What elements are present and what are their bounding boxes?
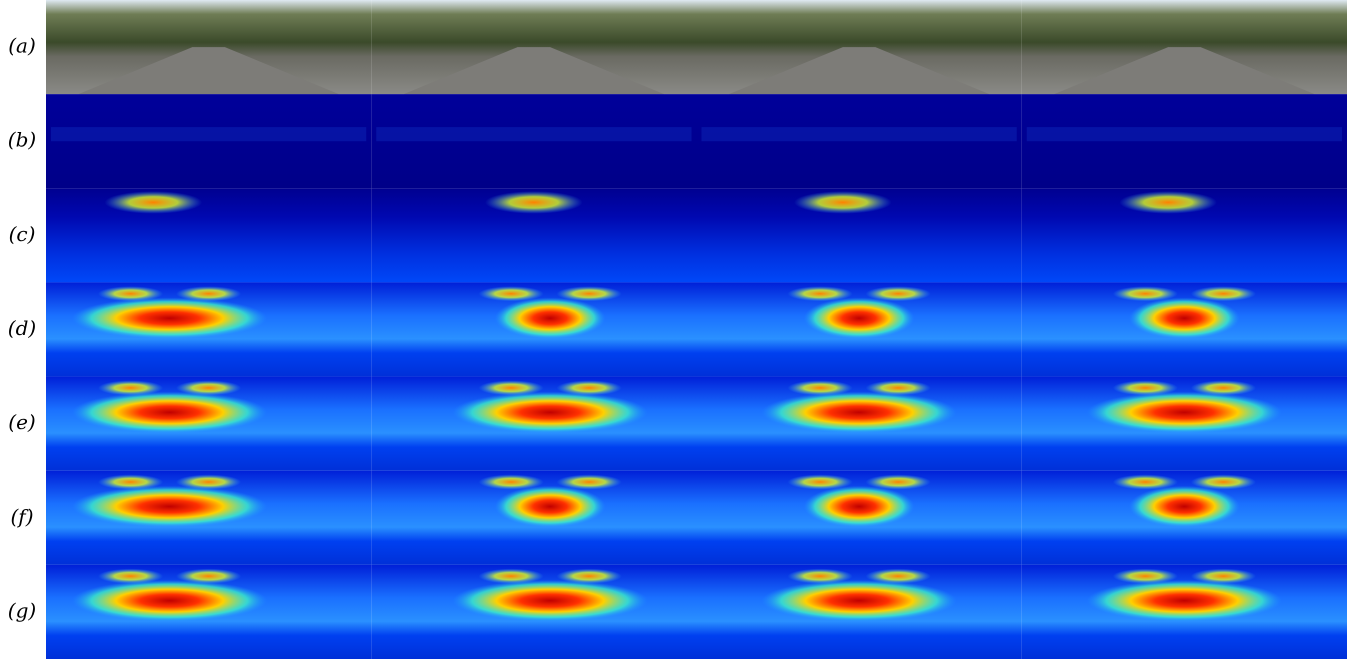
depth-map	[697, 94, 1022, 188]
row-label: (c)	[9, 222, 36, 246]
hot-spot	[72, 580, 267, 621]
sparse-points	[51, 127, 366, 141]
panel	[1022, 282, 1347, 376]
row-label: (a)	[8, 34, 36, 58]
row-label: (e)	[8, 410, 35, 434]
panel	[1022, 565, 1347, 659]
warm-spot	[788, 569, 853, 584]
depth-map	[371, 94, 696, 188]
warm-spot	[1191, 569, 1256, 584]
hot-spot	[762, 392, 957, 433]
panel	[46, 282, 371, 376]
panel	[371, 377, 696, 471]
warm-spot	[479, 286, 544, 301]
warm-spot	[479, 474, 544, 489]
page: {"figure": {"row_labels": ["(a)", "(b)",…	[0, 0, 1347, 659]
panel	[697, 377, 1022, 471]
row-label: (g)	[8, 598, 36, 622]
warm-spot	[176, 286, 241, 301]
panel	[697, 282, 1022, 376]
panel	[1022, 377, 1347, 471]
panel	[46, 0, 371, 94]
hot-spot	[804, 297, 915, 338]
panel	[697, 471, 1022, 565]
depth-map	[46, 188, 371, 282]
hot-spot	[105, 191, 203, 214]
panel	[46, 471, 371, 565]
warm-spot	[557, 474, 622, 489]
panel	[371, 282, 696, 376]
panel	[1022, 188, 1347, 282]
hot-spot	[762, 580, 957, 621]
warm-spot	[866, 380, 931, 395]
panel	[46, 377, 371, 471]
warm-spot	[1191, 474, 1256, 489]
panel	[371, 94, 696, 188]
warm-spot	[1191, 380, 1256, 395]
hot-spot	[72, 486, 267, 527]
warm-spot	[1113, 380, 1178, 395]
warm-spot	[98, 569, 163, 584]
hot-spot	[495, 486, 606, 527]
sparse-points	[376, 127, 691, 141]
warm-spot	[788, 286, 853, 301]
hot-spot	[453, 392, 648, 433]
sparse-points	[702, 127, 1017, 141]
depth-map	[46, 94, 371, 188]
row-label: (b)	[8, 128, 36, 152]
warm-spot	[866, 286, 931, 301]
hot-spot	[1119, 191, 1217, 214]
warm-spot	[98, 474, 163, 489]
hot-spot	[1129, 486, 1240, 527]
hot-spot	[72, 297, 267, 338]
hot-spot	[1087, 392, 1282, 433]
warm-spot	[479, 380, 544, 395]
warm-spot	[788, 474, 853, 489]
panel	[46, 94, 371, 188]
hot-spot	[794, 191, 892, 214]
warm-spot	[98, 286, 163, 301]
hot-spot	[1129, 297, 1240, 338]
warm-spot	[866, 474, 931, 489]
panel	[371, 471, 696, 565]
warm-spot	[866, 569, 931, 584]
panel	[1022, 471, 1347, 565]
hot-spot	[485, 191, 583, 214]
hot-spot	[1087, 580, 1282, 621]
depth-map	[1022, 94, 1347, 188]
warm-spot	[1113, 474, 1178, 489]
warm-spot	[557, 569, 622, 584]
panel	[697, 94, 1022, 188]
warm-spot	[557, 380, 622, 395]
warm-spot	[1191, 286, 1256, 301]
row-label: (d)	[8, 316, 36, 340]
hot-spot	[495, 297, 606, 338]
warm-spot	[176, 569, 241, 584]
warm-spot	[557, 286, 622, 301]
panel	[1022, 94, 1347, 188]
panel	[371, 188, 696, 282]
hot-spot	[72, 392, 267, 433]
panel	[1022, 0, 1347, 94]
panel	[371, 0, 696, 94]
panel	[697, 188, 1022, 282]
panel	[46, 565, 371, 659]
warm-spot	[176, 474, 241, 489]
warm-spot	[1113, 569, 1178, 584]
hot-spot	[804, 486, 915, 527]
sparse-points	[1027, 127, 1342, 141]
figure: (a) (b) (c) (d) (e) (f) (g)	[0, 0, 1347, 659]
panel	[697, 565, 1022, 659]
warm-spot	[479, 569, 544, 584]
warm-spot	[176, 380, 241, 395]
panel	[371, 565, 696, 659]
panel	[46, 188, 371, 282]
warm-spot	[788, 380, 853, 395]
hot-spot	[453, 580, 648, 621]
panel	[697, 0, 1022, 94]
row-label: (f)	[10, 504, 33, 528]
warm-spot	[98, 380, 163, 395]
warm-spot	[1113, 286, 1178, 301]
